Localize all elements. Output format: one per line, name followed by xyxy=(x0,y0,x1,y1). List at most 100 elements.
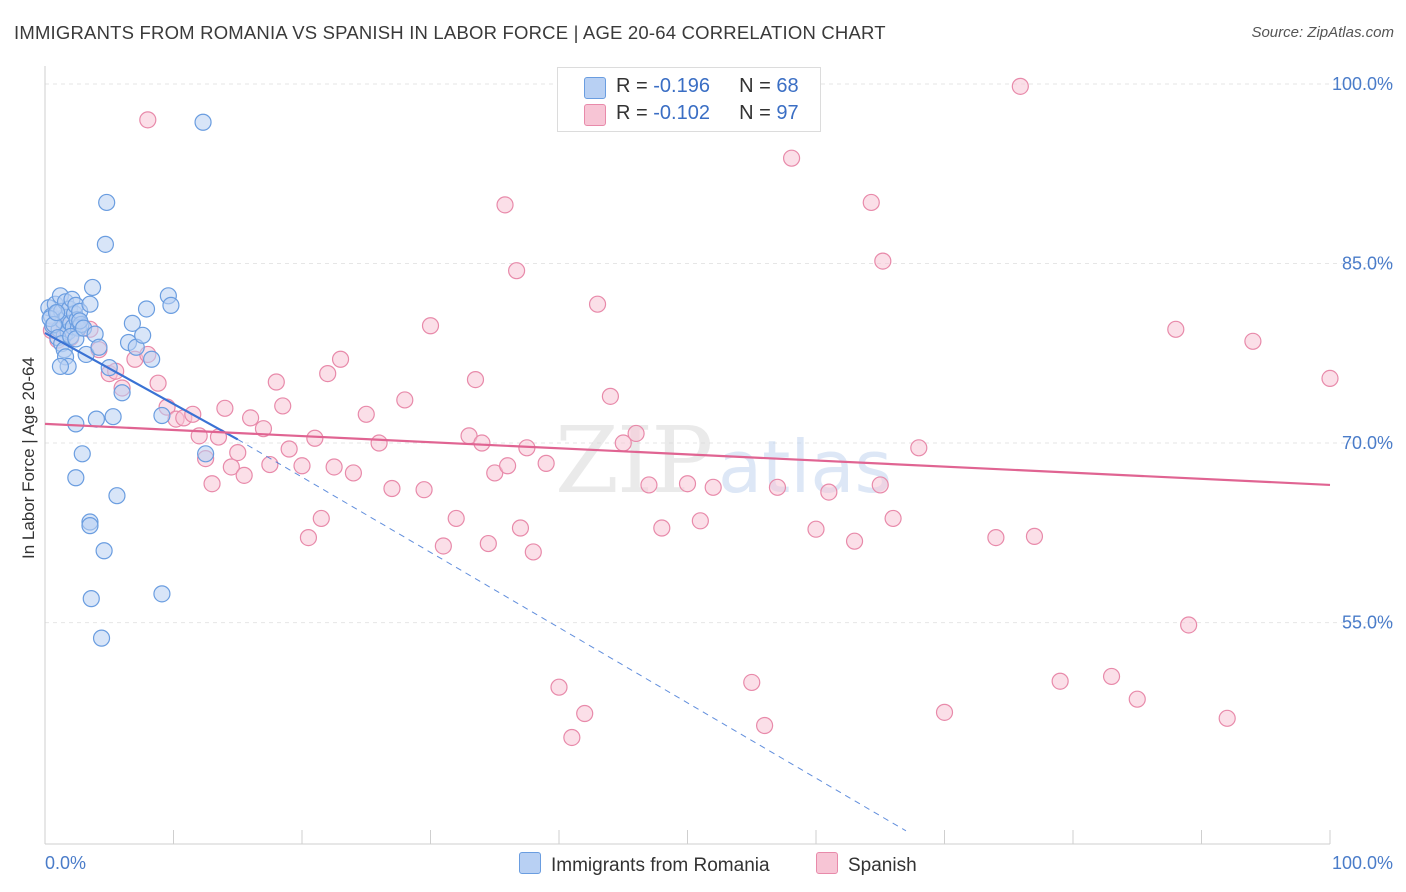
spanish-point xyxy=(884,509,902,528)
legend-swatch-romania xyxy=(584,77,606,99)
watermark-atlas: atlas xyxy=(718,425,892,509)
bottom-legend-label: Immigrants from Romania xyxy=(551,855,770,876)
spanish-point xyxy=(1180,616,1198,634)
romania-point xyxy=(83,278,102,297)
chart-title: IMMIGRANTS FROM ROMANIA VS SPANISH IN LA… xyxy=(14,22,886,43)
spanish-point xyxy=(1025,527,1044,545)
spanish-point xyxy=(755,716,774,735)
spanish-point xyxy=(473,434,491,452)
spanish-point xyxy=(319,365,337,383)
romania-point xyxy=(92,629,111,647)
spanish-point xyxy=(563,728,581,747)
romania-point xyxy=(153,585,171,603)
y-tick-label: 55.0% xyxy=(1342,613,1393,633)
spanish-point xyxy=(299,528,318,547)
legend-swatch-spanish xyxy=(584,104,606,126)
spanish-point xyxy=(550,678,568,696)
spanish-point xyxy=(203,475,221,493)
y-tick-label: 85.0% xyxy=(1342,253,1393,273)
axes xyxy=(44,66,1331,845)
spanish-point xyxy=(1011,77,1029,95)
y-tick-label: 100.0% xyxy=(1332,74,1393,94)
spanish-point xyxy=(511,519,530,537)
spanish-point xyxy=(261,455,279,474)
spanish-point xyxy=(306,429,324,447)
romania-point xyxy=(108,487,126,505)
spanish-point xyxy=(874,252,892,270)
romania-point xyxy=(47,303,66,322)
y-axis-label: In Labor Force | Age 20-64 xyxy=(19,357,38,559)
spanish-point xyxy=(466,370,485,389)
spanish-point xyxy=(499,457,517,475)
spanish-point xyxy=(267,373,285,391)
romania-point xyxy=(90,338,108,356)
romania-point xyxy=(95,542,113,560)
spanish-point xyxy=(1128,690,1146,708)
romania-point xyxy=(123,314,141,332)
spanish-point xyxy=(576,704,594,723)
bottom-legend-spanish: Spanish xyxy=(816,852,917,877)
romania-point xyxy=(96,235,114,253)
trend-lines xyxy=(44,331,1331,832)
x-tick-label: 0.0% xyxy=(45,853,86,873)
spanish-point xyxy=(524,543,542,561)
spanish-point xyxy=(704,478,722,496)
spanish-point xyxy=(1102,667,1121,686)
spanish-point xyxy=(1244,332,1262,350)
legend-n-value: 97 xyxy=(776,102,799,124)
spanish-point xyxy=(274,397,292,415)
romania-point xyxy=(51,357,70,376)
romania-trend-extension xyxy=(237,439,907,832)
romania-point xyxy=(137,300,156,318)
legend-r-value: -0.102 xyxy=(653,102,710,124)
spanish-point xyxy=(280,440,298,458)
spanish-point xyxy=(678,475,697,493)
spanish-point xyxy=(782,149,801,167)
watermark: ZIP atlas xyxy=(555,407,892,514)
spanish-point xyxy=(987,528,1005,547)
romania-point xyxy=(162,296,180,314)
spanish-point xyxy=(139,111,157,129)
spanish-point xyxy=(871,476,889,494)
spanish-point xyxy=(396,391,414,409)
romania-point xyxy=(98,193,116,212)
spanish-point xyxy=(820,483,838,501)
spanish-point xyxy=(1167,320,1185,338)
romania-point xyxy=(194,113,212,131)
spanish-point xyxy=(235,466,253,484)
spanish-point xyxy=(807,520,825,538)
romania-point xyxy=(153,406,171,425)
spanish-point xyxy=(601,387,620,405)
spanish-point xyxy=(479,534,497,553)
romania-point xyxy=(81,295,99,313)
spanish-point xyxy=(653,519,671,537)
spanish-point xyxy=(421,317,440,335)
spanish-point xyxy=(254,420,273,438)
romania-point xyxy=(87,410,106,428)
spanish-point xyxy=(1218,709,1236,727)
romania-trend-line xyxy=(44,331,239,441)
legend-r-label: R = xyxy=(616,75,654,97)
spanish-point xyxy=(640,476,658,494)
tick-labels: 55.0% 70.0% 85.0% 100.0% 0.0% 100.0% xyxy=(45,74,1393,873)
spanish-point xyxy=(370,434,388,452)
spanish-point xyxy=(331,350,350,368)
y-tick-label: 70.0% xyxy=(1342,433,1393,453)
spanish-point xyxy=(768,478,787,496)
spanish-point xyxy=(434,537,452,555)
spanish-point xyxy=(447,509,465,528)
source-credit: Source: ZipAtlas.com xyxy=(1251,24,1394,41)
spanish-point xyxy=(743,673,761,692)
romania-point xyxy=(73,445,91,463)
spanish-point xyxy=(1321,369,1339,387)
romania-point xyxy=(67,469,85,487)
spanish-point xyxy=(149,374,167,392)
legend-n-value: 68 xyxy=(776,75,799,97)
spanish-point xyxy=(1051,672,1069,690)
spanish-point xyxy=(627,424,645,443)
spanish-point xyxy=(344,464,362,482)
spanish-point xyxy=(293,457,311,475)
watermark-zip: ZIP xyxy=(555,407,711,514)
spanish-point xyxy=(845,532,864,550)
stats-legend: R = -0.196 N = 68 R = -0.102 N = 97 xyxy=(557,67,821,132)
